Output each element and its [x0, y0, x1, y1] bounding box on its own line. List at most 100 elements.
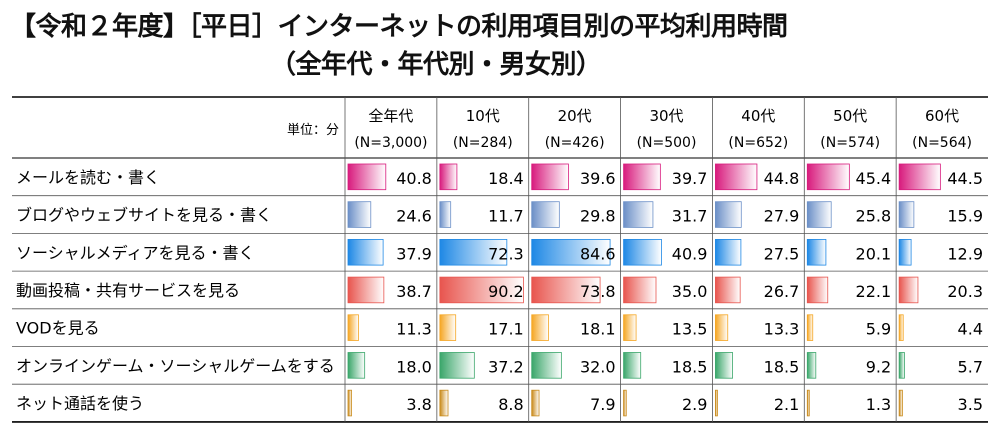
bar — [623, 163, 661, 191]
bar — [439, 163, 458, 191]
value-label: 2.1 — [774, 395, 799, 414]
bar — [623, 314, 637, 341]
category-label: メールを読む・書く — [16, 168, 160, 187]
value-label: 18.4 — [488, 169, 524, 188]
value-label: 27.5 — [764, 244, 800, 263]
bar — [347, 201, 372, 228]
value-label: 40.9 — [672, 244, 708, 263]
group-header-n: (N=284) — [453, 135, 513, 151]
chart-subtitle: （全年代・年代別・男女別） — [270, 50, 602, 80]
group-header-n: (N=500) — [637, 135, 697, 151]
bar — [347, 352, 366, 379]
value-label: 3.8 — [406, 395, 431, 414]
bar — [623, 238, 662, 266]
group-header-name: 全年代 — [368, 107, 413, 125]
bar — [531, 314, 549, 341]
value-label: 44.5 — [947, 169, 983, 188]
bar — [715, 352, 733, 379]
group-header-name: 10代 — [466, 107, 500, 125]
group-header-name: 60代 — [925, 107, 959, 125]
category-label: ネット通話を使う — [16, 394, 144, 413]
bar — [439, 276, 524, 304]
category-label: VODを見る — [16, 319, 100, 338]
value-label: 12.9 — [947, 244, 983, 263]
bar — [439, 238, 508, 266]
bar — [439, 352, 475, 379]
category-label: ソーシャルメディアを見る・書く — [16, 243, 255, 262]
value-label: 3.5 — [958, 395, 983, 414]
value-label: 9.2 — [866, 357, 891, 376]
bar — [347, 163, 387, 191]
value-label: 15.9 — [947, 207, 983, 226]
value-label: 13.5 — [672, 320, 708, 339]
bar — [715, 163, 758, 191]
group-header-name: 40代 — [741, 107, 775, 125]
value-label: 27.9 — [764, 207, 800, 226]
group-header-n: (N=426) — [545, 135, 605, 151]
bar — [623, 276, 657, 304]
value-label: 39.7 — [672, 169, 708, 188]
value-label: 5.7 — [958, 357, 983, 376]
bar — [806, 314, 814, 341]
value-label: 11.7 — [488, 207, 524, 226]
bar — [898, 352, 905, 379]
value-label: 32.0 — [580, 357, 616, 376]
value-label: 13.3 — [764, 320, 800, 339]
bar — [531, 276, 601, 304]
value-label: 72.3 — [488, 244, 524, 263]
bar — [898, 389, 903, 417]
value-label: 26.7 — [764, 282, 800, 301]
bar — [531, 163, 569, 191]
value-label: 8.8 — [498, 395, 523, 414]
value-label: 45.4 — [856, 169, 892, 188]
value-label: 4.4 — [958, 320, 983, 339]
bar — [898, 201, 915, 228]
group-header-n: (N=564) — [912, 135, 972, 151]
bar — [715, 314, 729, 341]
value-label: 29.8 — [580, 207, 616, 226]
bar — [806, 352, 817, 379]
bar — [898, 314, 904, 341]
bar — [439, 389, 449, 417]
group-header-n: (N=652) — [728, 135, 788, 151]
value-label: 40.8 — [396, 169, 432, 188]
bar — [806, 163, 850, 191]
value-label: 7.9 — [590, 395, 615, 414]
value-label: 20.3 — [947, 282, 983, 301]
bar — [715, 389, 718, 417]
bar — [623, 201, 654, 228]
bar — [439, 201, 452, 228]
chart-title: 【令和２年度】［平日］インターネットの利用項目別の平均利用時間 — [10, 12, 788, 42]
value-label: 39.6 — [580, 169, 616, 188]
value-label: 18.5 — [672, 357, 708, 376]
bar — [715, 276, 741, 304]
value-label: 24.6 — [396, 207, 432, 226]
bar — [531, 238, 611, 266]
bar — [715, 201, 742, 228]
value-label: 2.9 — [682, 395, 707, 414]
bar — [806, 389, 810, 417]
bar — [898, 276, 919, 304]
bar — [898, 238, 912, 266]
group-header-name: 50代 — [833, 107, 867, 125]
bar — [715, 238, 742, 266]
value-label: 37.9 — [396, 244, 432, 263]
value-label: 17.1 — [488, 320, 524, 339]
value-label: 18.0 — [396, 357, 432, 376]
value-label: 18.1 — [580, 320, 616, 339]
bar — [806, 276, 829, 304]
bar — [531, 352, 562, 379]
value-label: 20.1 — [856, 244, 892, 263]
value-label: 37.2 — [488, 357, 524, 376]
value-label: 84.6 — [580, 244, 616, 263]
value-label: 25.8 — [856, 207, 892, 226]
value-label: 35.0 — [672, 282, 708, 301]
category-label: オンラインゲーム・ソーシャルゲームをする — [16, 356, 335, 375]
value-label: 11.3 — [396, 320, 432, 339]
value-label: 73.8 — [580, 282, 616, 301]
bar — [623, 389, 627, 417]
category-label: ブログやウェブサイトを見る・書く — [16, 206, 272, 225]
value-label: 31.7 — [672, 207, 708, 226]
value-label: 90.2 — [488, 282, 524, 301]
